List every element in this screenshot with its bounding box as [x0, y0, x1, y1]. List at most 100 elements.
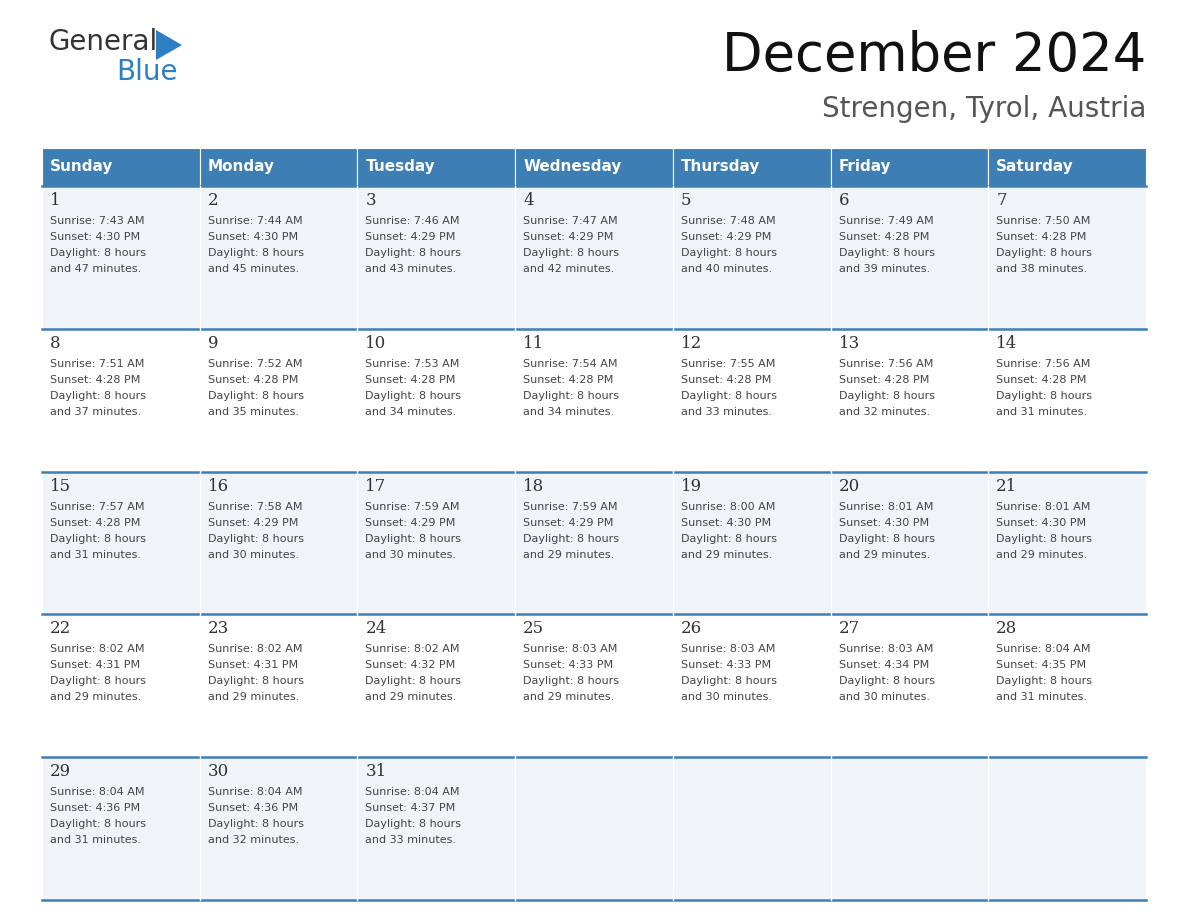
Text: and 29 minutes.: and 29 minutes. [997, 550, 1087, 560]
Bar [672, 614, 830, 757]
Text: Daylight: 8 hours: Daylight: 8 hours [366, 677, 461, 687]
Text: Sunrise: 7:59 AM: Sunrise: 7:59 AM [366, 501, 460, 511]
Text: Sunset: 4:29 PM: Sunset: 4:29 PM [523, 518, 613, 528]
Text: Sunset: 4:28 PM: Sunset: 4:28 PM [50, 518, 140, 528]
Text: Wednesday: Wednesday [523, 160, 621, 174]
Text: 7: 7 [997, 192, 1007, 209]
Text: Sunset: 4:28 PM: Sunset: 4:28 PM [523, 375, 613, 385]
Text: Sunrise: 7:47 AM: Sunrise: 7:47 AM [523, 216, 618, 226]
Bar [358, 186, 516, 329]
Text: and 29 minutes.: and 29 minutes. [366, 692, 456, 702]
Bar [830, 614, 988, 757]
Text: and 39 minutes.: and 39 minutes. [839, 264, 930, 274]
Text: Sunset: 4:28 PM: Sunset: 4:28 PM [208, 375, 298, 385]
Text: Daylight: 8 hours: Daylight: 8 hours [997, 391, 1092, 401]
Text: and 31 minutes.: and 31 minutes. [50, 835, 141, 845]
Text: Daylight: 8 hours: Daylight: 8 hours [523, 533, 619, 543]
Text: Thursday: Thursday [681, 160, 760, 174]
Polygon shape [156, 30, 182, 60]
Text: and 35 minutes.: and 35 minutes. [208, 407, 298, 417]
Text: 8: 8 [50, 335, 61, 352]
Text: 15: 15 [50, 477, 71, 495]
Text: Sunrise: 7:49 AM: Sunrise: 7:49 AM [839, 216, 934, 226]
Bar [42, 614, 200, 757]
Bar [830, 329, 988, 472]
Bar [988, 148, 1146, 186]
Text: 10: 10 [366, 335, 386, 352]
Text: General: General [48, 28, 157, 56]
Text: and 31 minutes.: and 31 minutes. [997, 692, 1087, 702]
Text: and 37 minutes.: and 37 minutes. [50, 407, 141, 417]
Text: Sunset: 4:29 PM: Sunset: 4:29 PM [523, 232, 613, 242]
Text: and 38 minutes.: and 38 minutes. [997, 264, 1087, 274]
Text: Daylight: 8 hours: Daylight: 8 hours [997, 533, 1092, 543]
Text: Sunrise: 8:02 AM: Sunrise: 8:02 AM [208, 644, 302, 655]
Text: Sunrise: 8:02 AM: Sunrise: 8:02 AM [50, 644, 145, 655]
Bar [200, 186, 358, 329]
Text: 6: 6 [839, 192, 849, 209]
Text: Sunrise: 8:01 AM: Sunrise: 8:01 AM [997, 501, 1091, 511]
Text: Sunrise: 7:54 AM: Sunrise: 7:54 AM [523, 359, 618, 369]
Bar [42, 186, 200, 329]
Bar [830, 148, 988, 186]
Text: Daylight: 8 hours: Daylight: 8 hours [50, 391, 146, 401]
Text: 19: 19 [681, 477, 702, 495]
Text: and 34 minutes.: and 34 minutes. [523, 407, 614, 417]
Text: Daylight: 8 hours: Daylight: 8 hours [681, 533, 777, 543]
Text: and 29 minutes.: and 29 minutes. [523, 692, 614, 702]
Text: and 30 minutes.: and 30 minutes. [839, 692, 929, 702]
Text: Sunrise: 8:02 AM: Sunrise: 8:02 AM [366, 644, 460, 655]
Bar [672, 186, 830, 329]
Text: 28: 28 [997, 621, 1018, 637]
Text: 2: 2 [208, 192, 219, 209]
Text: and 30 minutes.: and 30 minutes. [681, 692, 772, 702]
Text: Monday: Monday [208, 160, 274, 174]
Text: Sunset: 4:30 PM: Sunset: 4:30 PM [50, 232, 140, 242]
Bar [672, 329, 830, 472]
Bar [516, 329, 672, 472]
Text: Daylight: 8 hours: Daylight: 8 hours [366, 819, 461, 829]
Bar [516, 148, 672, 186]
Text: and 30 minutes.: and 30 minutes. [208, 550, 298, 560]
Text: Daylight: 8 hours: Daylight: 8 hours [997, 677, 1092, 687]
Bar [830, 186, 988, 329]
Text: Sunrise: 8:01 AM: Sunrise: 8:01 AM [839, 501, 933, 511]
Text: Daylight: 8 hours: Daylight: 8 hours [523, 248, 619, 258]
Text: Strengen, Tyrol, Austria: Strengen, Tyrol, Austria [822, 95, 1146, 123]
Bar [358, 329, 516, 472]
Text: and 30 minutes.: and 30 minutes. [366, 550, 456, 560]
Bar [42, 148, 200, 186]
Text: 9: 9 [208, 335, 219, 352]
Text: Sunset: 4:35 PM: Sunset: 4:35 PM [997, 660, 1086, 670]
Text: Sunset: 4:28 PM: Sunset: 4:28 PM [366, 375, 456, 385]
Text: Sunrise: 7:56 AM: Sunrise: 7:56 AM [997, 359, 1091, 369]
Bar [672, 148, 830, 186]
Bar [358, 757, 516, 900]
Text: 23: 23 [208, 621, 229, 637]
Text: and 40 minutes.: and 40 minutes. [681, 264, 772, 274]
Bar [42, 472, 200, 614]
Text: 16: 16 [208, 477, 229, 495]
Bar [42, 329, 200, 472]
Text: Sunset: 4:29 PM: Sunset: 4:29 PM [681, 232, 771, 242]
Text: and 43 minutes.: and 43 minutes. [366, 264, 456, 274]
Text: Sunrise: 8:03 AM: Sunrise: 8:03 AM [681, 644, 776, 655]
Text: 4: 4 [523, 192, 533, 209]
Text: and 47 minutes.: and 47 minutes. [50, 264, 141, 274]
Text: 17: 17 [366, 477, 386, 495]
Text: Daylight: 8 hours: Daylight: 8 hours [366, 533, 461, 543]
Text: Sunrise: 7:50 AM: Sunrise: 7:50 AM [997, 216, 1091, 226]
Bar [830, 472, 988, 614]
Text: Sunrise: 7:51 AM: Sunrise: 7:51 AM [50, 359, 145, 369]
Text: Saturday: Saturday [997, 160, 1074, 174]
Text: 31: 31 [366, 763, 386, 780]
Text: Daylight: 8 hours: Daylight: 8 hours [839, 533, 935, 543]
Text: Sunset: 4:28 PM: Sunset: 4:28 PM [839, 375, 929, 385]
Text: Sunrise: 7:48 AM: Sunrise: 7:48 AM [681, 216, 776, 226]
Text: Daylight: 8 hours: Daylight: 8 hours [681, 248, 777, 258]
Text: Sunset: 4:34 PM: Sunset: 4:34 PM [839, 660, 929, 670]
Text: 27: 27 [839, 621, 860, 637]
Text: Sunrise: 8:00 AM: Sunrise: 8:00 AM [681, 501, 776, 511]
Text: and 45 minutes.: and 45 minutes. [208, 264, 299, 274]
Text: Daylight: 8 hours: Daylight: 8 hours [50, 677, 146, 687]
